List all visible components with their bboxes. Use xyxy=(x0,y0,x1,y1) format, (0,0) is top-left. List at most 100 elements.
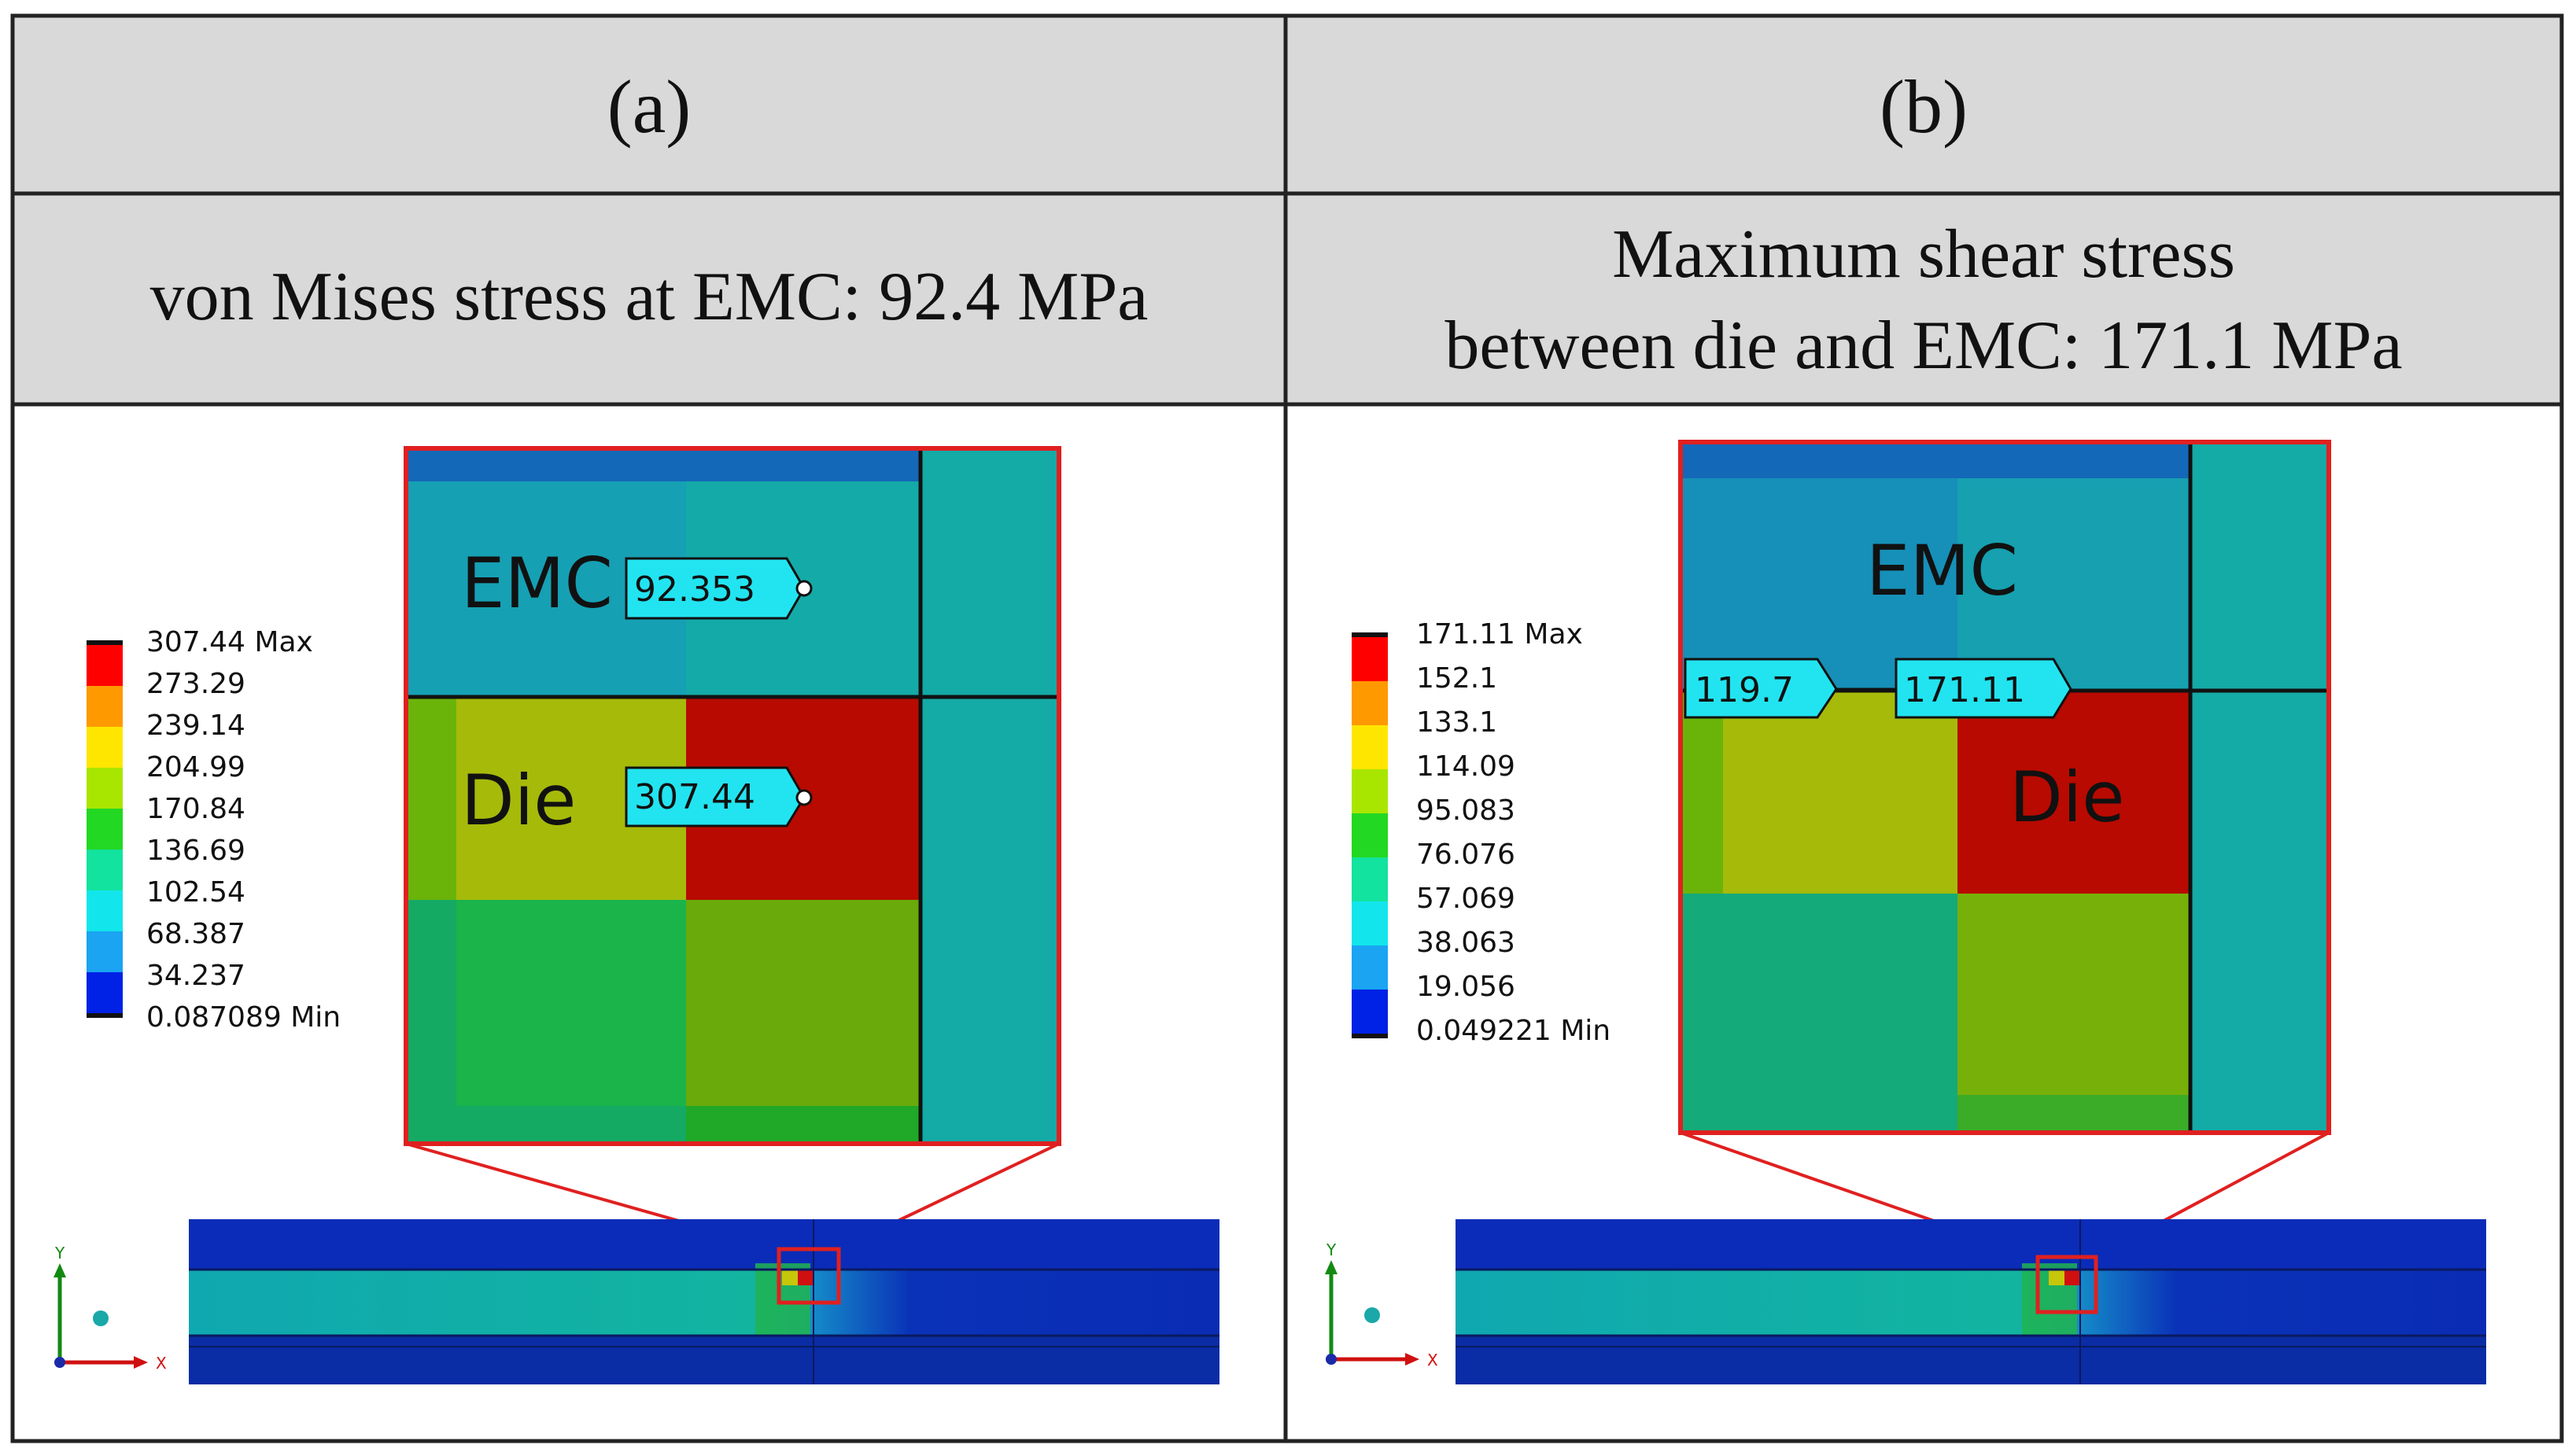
legend-swatch xyxy=(87,727,123,768)
legend-label: 239.14 xyxy=(146,710,245,742)
legend-label: 171.11 Max xyxy=(1416,618,1583,651)
panel-a-legend: 307.44 Max 273.29 239.14 204.99 170.84 1… xyxy=(87,626,341,1034)
legend-label: 0.087089 Min xyxy=(146,1001,341,1034)
legend-swatch xyxy=(1352,990,1388,1034)
zoom-cell-emc-right xyxy=(1957,478,2190,691)
probe-die-tag xyxy=(625,766,806,828)
origin-dot xyxy=(1326,1354,1337,1365)
zoom-cell-right-column xyxy=(2190,442,2329,1133)
legend-swatch xyxy=(1352,901,1388,945)
legend-swatch xyxy=(87,931,123,972)
zoom-cell-die-left-strip xyxy=(406,697,456,900)
zoom-emc-label: EMC xyxy=(1866,530,2018,611)
zoom-die-label: Die xyxy=(461,760,576,841)
x-axis-arrow xyxy=(1405,1353,1419,1366)
probe-die-value: 307.44 xyxy=(634,777,755,817)
legend-swatch xyxy=(87,640,123,645)
panel-b-zoom-view: EMC Die 119.7 171.11 xyxy=(1678,440,2331,1135)
zoom-cell-right-column xyxy=(921,448,1059,1144)
beam-top-layer xyxy=(1456,1219,2486,1270)
legend-swatch xyxy=(1352,857,1388,901)
legend-swatch xyxy=(87,645,123,686)
overview-zoom-box xyxy=(2035,1255,2098,1314)
zoom-border xyxy=(1678,440,2331,1135)
legend-label: 136.69 xyxy=(146,835,245,867)
legend-label: 38.063 xyxy=(1416,927,1515,959)
legend-label: 68.387 xyxy=(146,918,245,950)
zoom-die-label: Die xyxy=(2009,757,2124,838)
x-axis-arrow xyxy=(134,1356,148,1369)
zoom-cell-bottom-strip xyxy=(686,1106,921,1144)
beam-mid-layer xyxy=(189,1270,1219,1336)
origin-dot xyxy=(54,1357,65,1368)
zoom-cell-die-left-strip xyxy=(1681,691,1723,894)
legend-label: 114.09 xyxy=(1416,750,1515,783)
legend-label: 152.1 xyxy=(1416,662,1497,695)
legend-label: 34.237 xyxy=(146,960,245,992)
legend-label: 102.54 xyxy=(146,876,245,909)
beam-hotspot-red xyxy=(2064,1270,2080,1285)
y-axis-label: Y xyxy=(54,1244,65,1262)
overview-zoom-box xyxy=(777,1247,841,1305)
panel-a-zoom-view: EMC Die 92.353 307.44 xyxy=(404,446,1061,1146)
legend-label: 273.29 xyxy=(146,668,245,700)
legend-label: 57.069 xyxy=(1416,883,1515,915)
legend-label: 95.083 xyxy=(1416,794,1515,827)
beam-hotspot-red xyxy=(798,1270,814,1285)
legend-label: 19.056 xyxy=(1416,971,1515,1003)
beam-hotspot-yellow xyxy=(782,1270,798,1285)
legend-swatch xyxy=(1352,813,1388,857)
legend-swatch xyxy=(1352,725,1388,769)
beam-hotspot-yellow xyxy=(2049,1270,2064,1285)
beam-top-layer xyxy=(189,1219,1219,1270)
y-axis-label: Y xyxy=(1326,1240,1337,1259)
legend-swatch xyxy=(87,809,123,850)
panel-b-legend: 171.11 Max 152.1 133.1 114.09 95.083 76.… xyxy=(1352,618,1611,1047)
y-axis-arrow xyxy=(1325,1260,1338,1274)
legend-label: 133.1 xyxy=(1416,706,1497,739)
panel-b-axis-triad: Y X xyxy=(1325,1240,1438,1369)
panel-b-subtitle-line1: Maximum shear stress xyxy=(1612,216,2235,293)
legend-swatch xyxy=(87,972,123,1013)
z-axis-dot xyxy=(1364,1307,1380,1323)
zoom-cell-bottom-left-inner xyxy=(456,900,686,1106)
panel-b-subtitle-line2: between die and EMC: 171.1 MPa xyxy=(1444,308,2402,384)
legend-swatch xyxy=(87,686,123,727)
panel-b-figure: 171.11 Max 152.1 133.1 114.09 95.083 76.… xyxy=(1325,440,2486,1384)
legend-label: 307.44 Max xyxy=(146,626,313,658)
zoom-cell-bottom-right xyxy=(686,900,921,1144)
probe-left-tag xyxy=(1684,658,1838,719)
beam-bottom-layer xyxy=(189,1336,1219,1384)
legend-swatch xyxy=(1352,637,1388,681)
legend-swatch xyxy=(87,890,123,931)
zoom-cell-bottom-strip xyxy=(1957,1095,2190,1133)
legend-swatch xyxy=(87,850,123,890)
zoom-cell-die-red xyxy=(1957,691,2190,894)
panel-a-overview-model xyxy=(189,1219,1219,1384)
panel-a-header: (a) xyxy=(607,65,692,149)
legend-swatch xyxy=(1352,945,1388,990)
probe-emc-tag xyxy=(625,557,806,620)
x-axis-label: X xyxy=(1427,1351,1438,1369)
panel-b-overview-model xyxy=(1456,1219,2486,1384)
probe-right-tag xyxy=(1895,658,2072,719)
zoom-cell-bottom-right xyxy=(1957,894,2190,1133)
legend-label: 170.84 xyxy=(146,793,245,825)
z-axis-dot xyxy=(93,1310,109,1326)
panel-b-header: (b) xyxy=(1880,65,1968,149)
panel-a-subtitle: von Mises stress at EMC: 92.4 MPa xyxy=(150,259,1149,335)
probe-left-value: 119.7 xyxy=(1695,670,1794,710)
zoom-cell-bottom-left xyxy=(1681,894,1957,1133)
legend-swatch xyxy=(1352,1034,1388,1038)
legend-swatch xyxy=(87,1013,123,1018)
beam-bottom-layer xyxy=(1456,1336,2486,1384)
x-axis-label: X xyxy=(156,1354,167,1373)
legend-swatch xyxy=(1352,681,1388,725)
legend-swatch xyxy=(1352,769,1388,813)
zoom-emc-label: EMC xyxy=(461,543,613,624)
panel-a-axis-triad: Y X xyxy=(54,1244,167,1373)
probe-right-value: 171.11 xyxy=(1904,670,2025,710)
zoom-cell-die-yellow xyxy=(1723,691,1957,894)
probe-die-point xyxy=(795,789,813,806)
legend-swatch xyxy=(1352,632,1388,637)
